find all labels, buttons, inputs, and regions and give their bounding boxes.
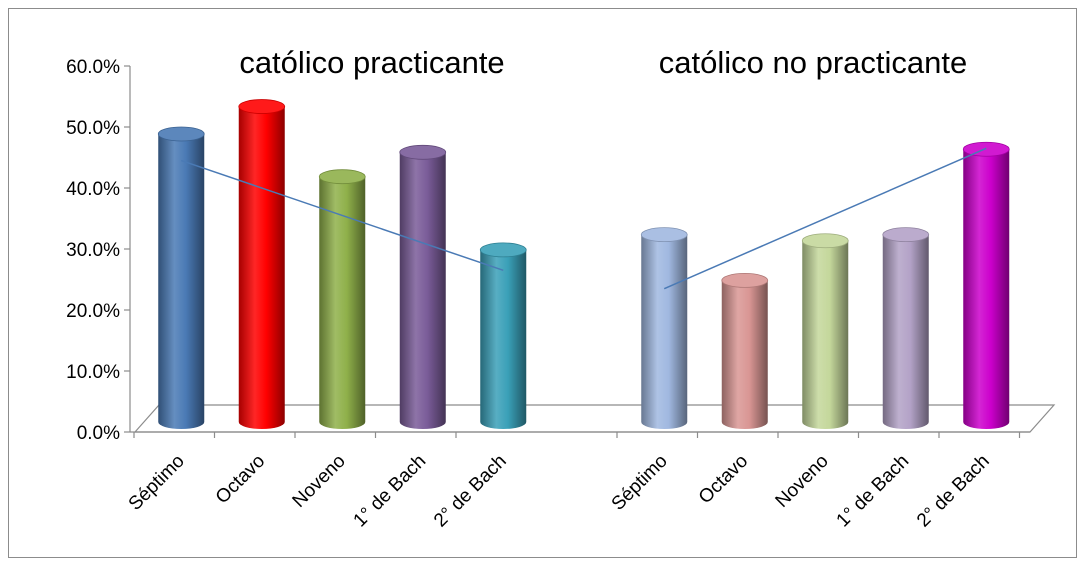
y-tick-label: 20.0%	[66, 301, 120, 322]
x-category-label: Octavo	[695, 451, 752, 508]
x-category-label: Noveno	[772, 451, 833, 512]
x-category-label: Noveno	[289, 451, 350, 512]
bar-1-0	[640, 227, 688, 430]
x-category-label: Octavo	[212, 451, 269, 508]
y-tick-label: 50.0%	[66, 118, 120, 139]
x-category-label: Séptimo	[608, 451, 672, 515]
y-tick-label: 0.0%	[77, 423, 120, 444]
bar-0-3	[399, 144, 447, 430]
x-category-label: Séptimo	[125, 451, 189, 515]
bar-0-0	[157, 126, 205, 430]
bar-1-3	[882, 227, 930, 430]
x-category-label: 1° de Bach	[350, 451, 431, 532]
y-tick-label: 60.0%	[66, 57, 120, 78]
bar-1-1	[721, 272, 769, 430]
group-title-practicante: católico practicante	[239, 45, 504, 80]
y-tick-label: 40.0%	[66, 179, 120, 200]
trendline-0	[181, 159, 504, 272]
y-tick-label: 10.0%	[66, 362, 120, 383]
x-category-label: 1° de Bach	[833, 451, 914, 532]
bar-0-1	[238, 99, 286, 430]
bar-0-4	[479, 242, 527, 430]
bar-1-4	[962, 141, 1010, 430]
bar-1-2	[801, 233, 849, 430]
bar-0-2	[318, 169, 366, 430]
x-category-label: 2° de Bach	[430, 451, 511, 532]
x-category-label: 2° de Bach	[913, 451, 994, 532]
group-title-no-practicante: católico no practicante	[659, 45, 967, 80]
trendline-1	[663, 147, 987, 290]
y-tick-label: 30.0%	[66, 240, 120, 261]
